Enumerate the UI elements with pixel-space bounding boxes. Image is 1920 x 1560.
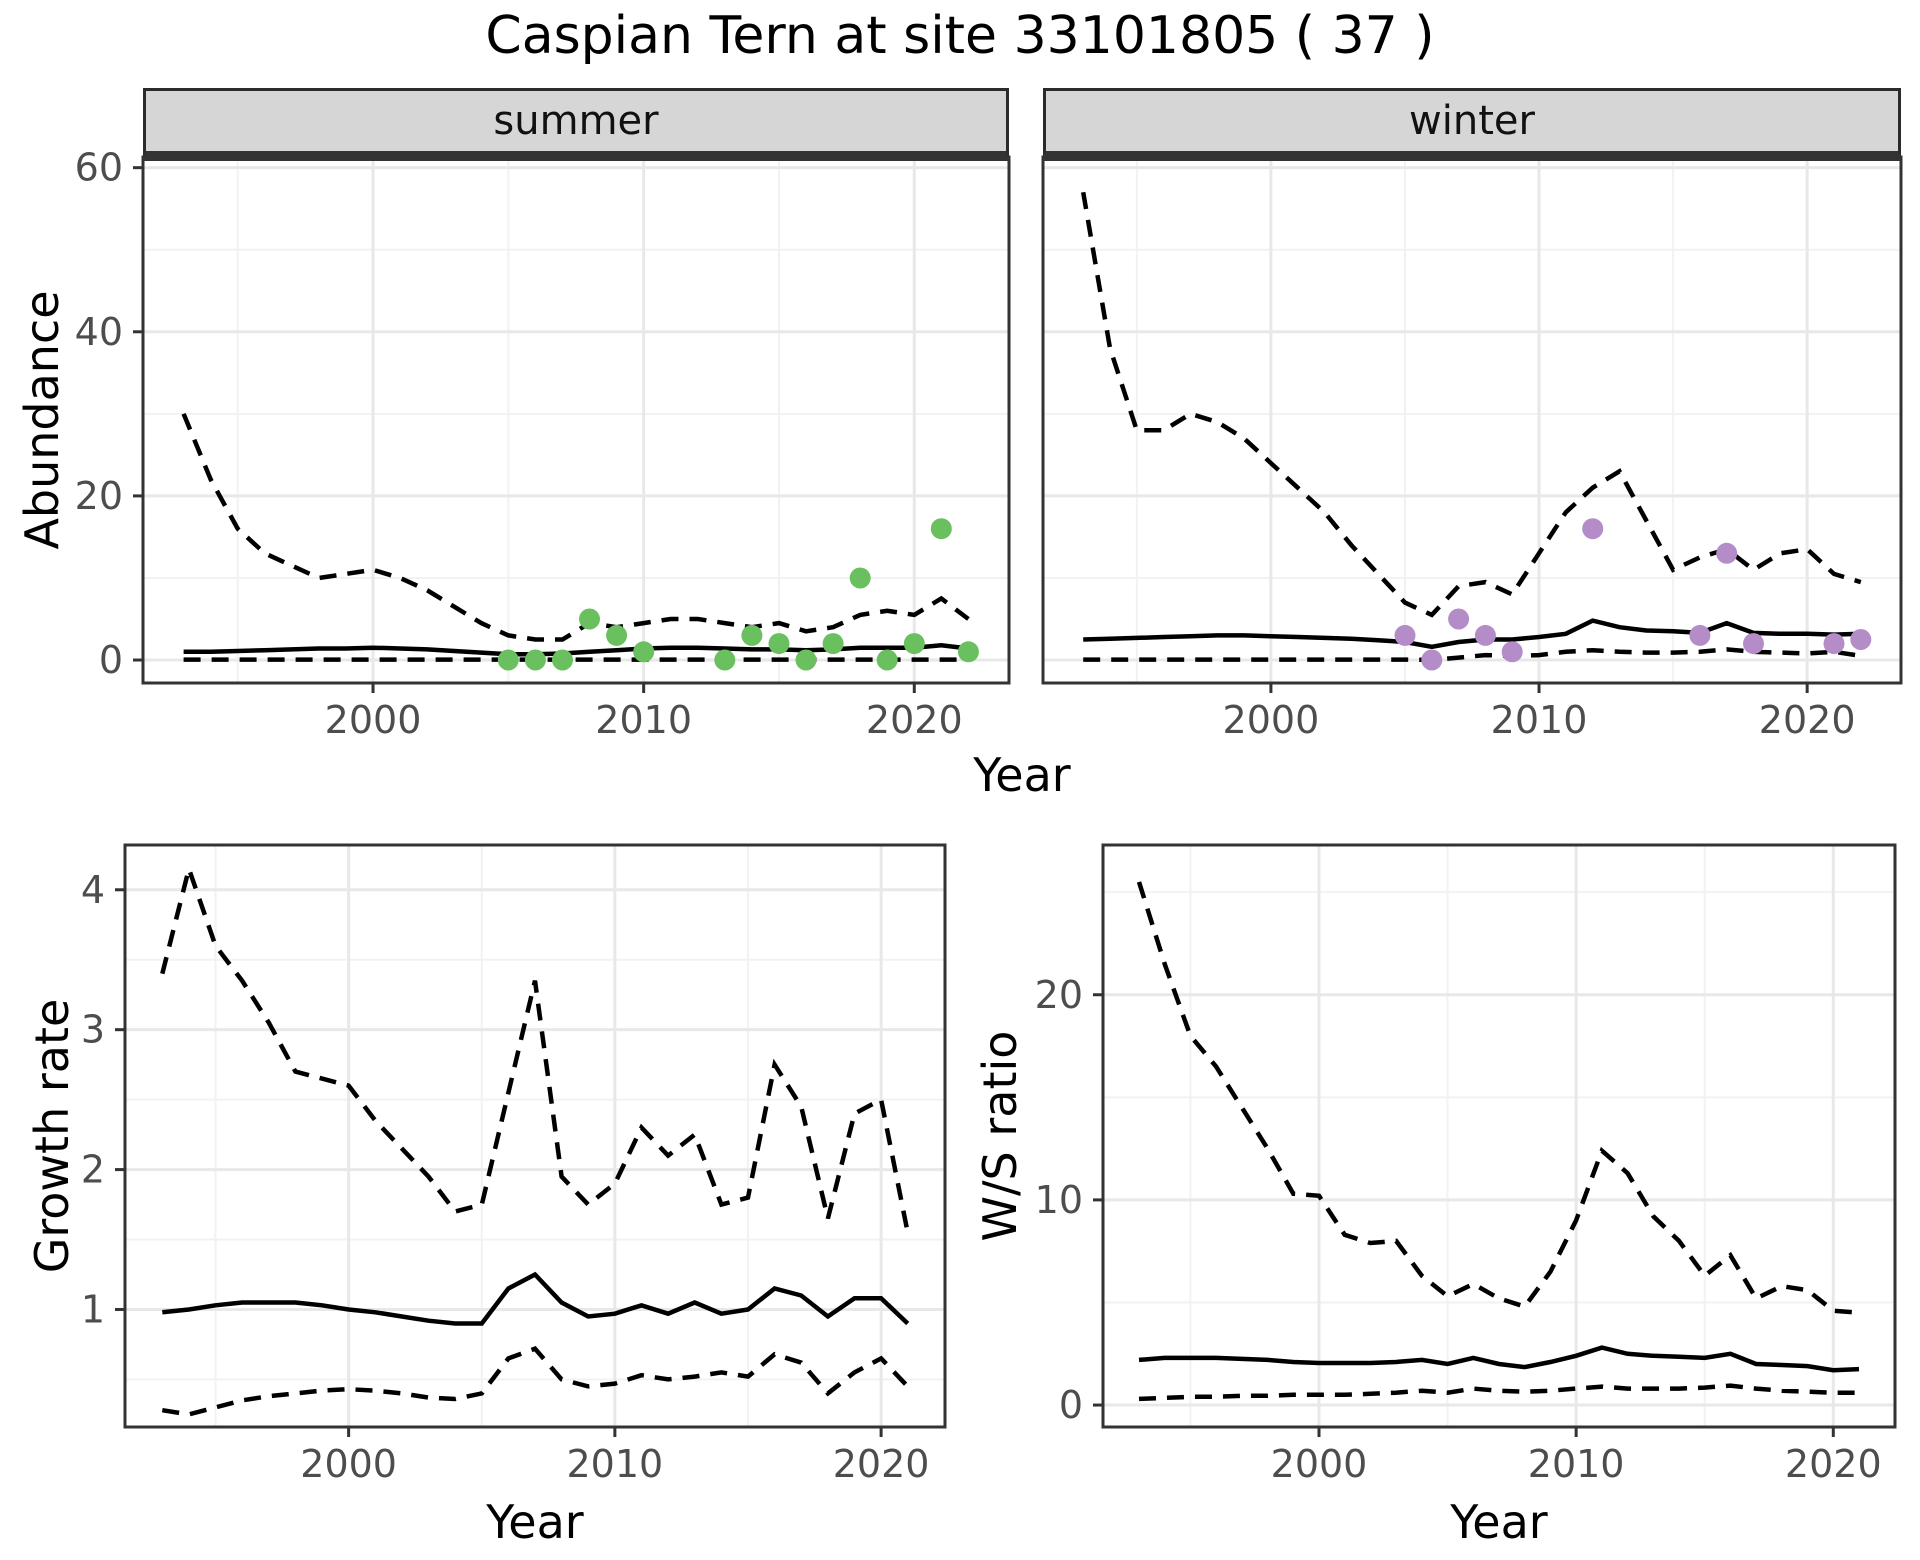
x-tick-label: 2020 [1785, 1442, 1882, 1486]
facet-strip-label-summer: summer [493, 98, 659, 144]
y-tick-label: 4 [81, 868, 105, 912]
abundance_summer-data-point [579, 608, 600, 630]
ws_ratio-lower_95ci-line [1138, 1383, 1859, 1402]
abundance_winter-panel-bg [1043, 157, 1901, 683]
y-tick-label: 1 [81, 1287, 105, 1331]
abundance_winter-data-point [1716, 542, 1738, 564]
x-tick-label: 2010 [1491, 698, 1588, 742]
abundance_summer-data-point [795, 649, 817, 671]
abundance_winter-median-line [1083, 618, 1861, 650]
y-tick-label: 20 [75, 474, 123, 518]
y-axis-title-abundance: Abundance [15, 290, 69, 550]
x-tick-label: 2020 [1759, 698, 1856, 742]
facet-strip-summer: summer [143, 88, 1009, 157]
x-tick-label: 2000 [1223, 698, 1320, 742]
abundance_winter-data-point [1582, 518, 1604, 540]
abundance_summer-data-point [876, 649, 898, 671]
y-axis-title-ws-ratio: W/S ratio [973, 1030, 1027, 1242]
growth_rate-panel-bg [125, 845, 945, 1427]
x-tick-label: 2020 [866, 698, 963, 742]
page-title: Caspian Tern at site 33101805 ( 37 ) [485, 6, 1435, 66]
growth_rate-lower_95ci-line [161, 1346, 910, 1417]
abundance_winter-data-point [1501, 641, 1523, 663]
abundance_winter-lower_95ci-line [1083, 647, 1862, 663]
abundance_winter-data-point [1474, 624, 1496, 646]
abundance_summer-data-point [930, 518, 952, 540]
x-tick-label: 2010 [1528, 1442, 1625, 1486]
x-tick-label: 2000 [300, 1442, 397, 1486]
ws_ratio-median-line [1138, 1345, 1860, 1373]
x-tick-label: 2010 [567, 1442, 664, 1486]
abundance_winter-data-point [1743, 633, 1764, 655]
y-axis-title-growth-rate: Growth rate [25, 998, 79, 1274]
growth_rate-median-line [162, 1271, 910, 1326]
y-tick-label: 20 [1035, 973, 1083, 1017]
growth_rate-panel-border [123, 843, 947, 1429]
x-axis-title-year-ws: Year [1450, 1495, 1548, 1549]
abundance_summer-data-point [633, 641, 655, 663]
y-tick-label: 3 [81, 1008, 105, 1052]
x-axis-title-year-growth: Year [486, 1495, 584, 1549]
abundance_summer-data-point [524, 649, 546, 671]
x-tick-label: 2000 [1271, 1442, 1368, 1486]
abundance_summer-data-point [552, 649, 573, 671]
facet-strip-label-winter: winter [1409, 98, 1535, 144]
abundance_summer-upper_95ci-line [181, 412, 970, 642]
abundance_summer-panel-bg [143, 157, 1009, 683]
facet-strip-winter: winter [1043, 88, 1901, 157]
abundance_winter-upper_95ci-line [1080, 191, 1862, 618]
abundance_summer-data-point [606, 624, 628, 646]
abundance_winter-data-point [1689, 624, 1711, 646]
y-tick-label: 0 [99, 638, 123, 682]
x-tick-label: 2000 [325, 698, 422, 742]
y-tick-label: 60 [75, 146, 123, 190]
abundance_summer-data-point [768, 633, 790, 655]
y-tick-label: 40 [75, 310, 123, 354]
ws_ratio-upper_95ci-line [1136, 881, 1860, 1315]
abundance_summer-data-point [714, 649, 736, 671]
abundance_summer-data-point [741, 624, 763, 646]
x-axis-title-year-top: Year [973, 748, 1071, 802]
abundance_summer-data-point [849, 567, 871, 589]
y-tick-label: 10 [1035, 1178, 1083, 1222]
y-tick-label: 2 [81, 1148, 105, 1192]
ws_ratio-panel-bg [1103, 845, 1895, 1427]
abundance_winter-data-point [1448, 608, 1470, 630]
abundance_winter-data-point [1421, 649, 1443, 671]
abundance_summer-data-point [822, 633, 844, 655]
x-tick-label: 2010 [595, 698, 692, 742]
abundance_winter-data-point [1394, 624, 1416, 646]
abundance_summer-data-point [497, 649, 519, 671]
y-tick-label: 0 [1059, 1383, 1083, 1427]
growth_rate-upper_95ci-line [160, 860, 910, 1233]
abundance_winter-data-point [1823, 633, 1845, 655]
abundance_winter-data-point [1850, 629, 1872, 650]
x-tick-label: 2020 [833, 1442, 930, 1486]
abundance_summer-data-point [957, 641, 979, 663]
abundance_summer-data-point [903, 633, 925, 655]
ws_ratio-panel-border [1101, 843, 1897, 1429]
